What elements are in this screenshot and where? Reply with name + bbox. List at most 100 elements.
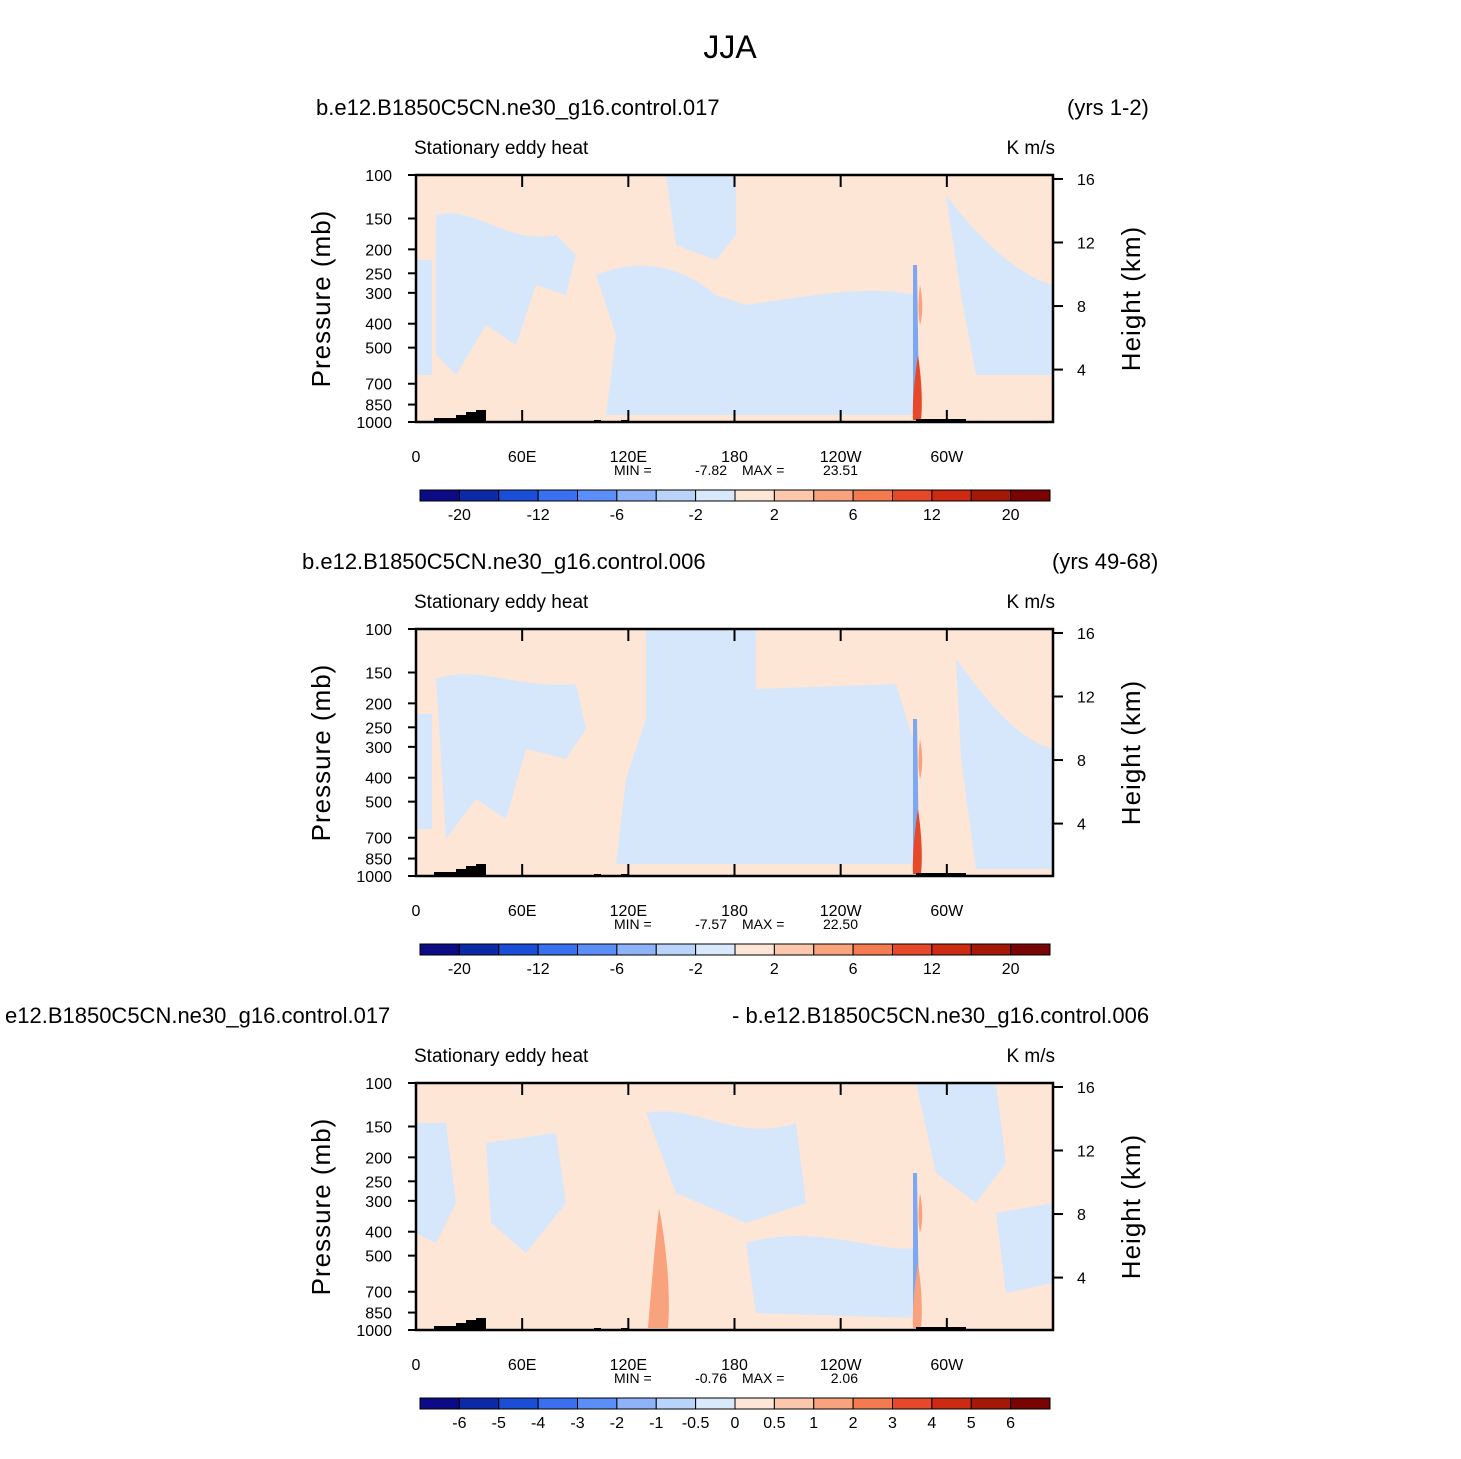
colorbar-box — [537, 489, 578, 502]
x-tick-label: 120E — [610, 903, 647, 920]
colorbar-label: 2 — [770, 961, 779, 978]
colorbar-box — [577, 489, 618, 502]
colorbar-box — [852, 1397, 893, 1410]
y-tick-label: 500 — [365, 341, 392, 358]
y-axis-label: Pressure (mb) — [306, 210, 336, 388]
colorbar-label: -2 — [689, 961, 703, 978]
contour-region — [912, 809, 922, 874]
contour-region — [646, 1111, 806, 1223]
y-tick-label: 150 — [365, 665, 392, 682]
y-tick-label: 400 — [365, 317, 392, 334]
colorbar-box — [931, 489, 972, 502]
colorbar-label: -6 — [452, 1415, 466, 1432]
subtitle-left: Stationary eddy heat — [414, 1046, 589, 1067]
colorbar-box — [498, 1397, 539, 1410]
colorbar-label: 6 — [849, 961, 858, 978]
y-axis-label: Pressure (mb) — [306, 664, 336, 842]
y-tick-label: 500 — [365, 1249, 392, 1266]
subtitle-left: Stationary eddy heat — [414, 138, 589, 159]
x-tick-label: 120W — [820, 1357, 863, 1374]
colorbar-box — [695, 489, 736, 502]
panel-title-left: e12.B1850C5CN.ne30_g16.control.017 — [5, 1003, 390, 1028]
colorbar-box — [419, 943, 460, 956]
colorbar-box — [616, 943, 657, 956]
min-label: MIN = — [614, 462, 652, 478]
y2-tick-label: 16 — [1077, 626, 1095, 643]
y-tick-label: 700 — [365, 377, 392, 394]
y-tick-label: 500 — [365, 795, 392, 812]
colorbar-label: -5 — [492, 1415, 506, 1432]
panel-title-left: b.e12.B1850C5CN.ne30_g16.control.017 — [316, 95, 720, 120]
colorbar-box — [813, 943, 854, 956]
y-tick-label: 100 — [365, 1076, 392, 1093]
y2-axis-label: Height (km) — [1116, 680, 1146, 825]
y2-axis-label: Height (km) — [1116, 226, 1146, 371]
y-tick-label: 250 — [365, 720, 392, 737]
panel-title-left: b.e12.B1850C5CN.ne30_g16.control.006 — [302, 549, 706, 574]
panel-title-right: (yrs 1-2) — [1067, 95, 1149, 120]
colorbar-label: -20 — [448, 507, 471, 524]
max-label: MAX = — [742, 462, 784, 478]
x-tick-label: 0 — [412, 903, 421, 920]
colorbar-box — [773, 1397, 815, 1410]
max-label: MAX = — [742, 916, 784, 932]
y-tick-label: 400 — [365, 1225, 392, 1242]
colorbar-label: -4 — [531, 1415, 545, 1432]
y-tick-label: 1000 — [356, 1323, 392, 1340]
subtitle-right: K m/s — [1006, 138, 1055, 159]
colorbar-box — [970, 943, 1012, 956]
max-label: MAX = — [742, 1370, 784, 1386]
panel: e12.B1850C5CN.ne30_g16.control.017 - b.e1… — [5, 1003, 1149, 1432]
colorbar-box — [892, 489, 933, 502]
contour-region — [648, 1208, 669, 1328]
y2-tick-label: 4 — [1077, 1271, 1086, 1288]
colorbar-box — [734, 489, 775, 502]
y2-tick-label: 12 — [1077, 690, 1095, 707]
x-tick-label: 120E — [610, 1357, 647, 1374]
x-tick-label: 120E — [610, 449, 647, 466]
colorbar-box — [773, 489, 815, 502]
colorbar-box — [655, 943, 697, 956]
y-tick-label: 300 — [365, 740, 392, 757]
colorbar-label: -6 — [610, 961, 624, 978]
colorbar-label: -1 — [649, 1415, 663, 1432]
colorbar-box — [616, 489, 657, 502]
y-tick-label: 100 — [365, 622, 392, 639]
colorbar-box — [970, 489, 1012, 502]
colorbar-box — [419, 1397, 460, 1410]
x-tick-label: 60W — [930, 449, 964, 466]
colorbar-label: -0.5 — [682, 1415, 710, 1432]
colorbar-box — [655, 489, 697, 502]
colorbar-box — [813, 489, 854, 502]
colorbar-box — [498, 943, 539, 956]
colorbar-box — [734, 1397, 775, 1410]
y-tick-label: 850 — [365, 398, 392, 415]
contour-region — [912, 1263, 922, 1328]
y-tick-label: 1000 — [356, 415, 392, 432]
y-tick-label: 300 — [365, 286, 392, 303]
y-tick-label: 1000 — [356, 869, 392, 886]
panel-title-right: (yrs 49-68) — [1052, 549, 1158, 574]
y-tick-label: 700 — [365, 831, 392, 848]
colorbar-box — [1010, 489, 1051, 502]
contour-fill — [416, 175, 1053, 422]
colorbar-box — [458, 1397, 500, 1410]
subtitle-right: K m/s — [1006, 1046, 1055, 1067]
y2-tick-label: 16 — [1077, 172, 1095, 189]
colorbar-box — [931, 1397, 972, 1410]
y-tick-label: 850 — [365, 1306, 392, 1323]
x-tick-label: 60E — [508, 449, 536, 466]
min-value: -0.76 — [695, 1370, 727, 1386]
panel: b.e12.B1850C5CN.ne30_g16.control.017 (yrs… — [306, 95, 1149, 524]
y-tick-label: 200 — [365, 696, 392, 713]
subtitle-left: Stationary eddy heat — [414, 592, 589, 613]
colorbar-box — [892, 1397, 933, 1410]
contour-region — [436, 213, 576, 375]
colorbar-box — [695, 1397, 736, 1410]
x-tick-label: 60W — [930, 1357, 964, 1374]
y-tick-label: 300 — [365, 1194, 392, 1211]
colorbar-box — [655, 1397, 697, 1410]
y2-axis-label: Height (km) — [1116, 1134, 1146, 1279]
contour-region — [996, 1203, 1053, 1293]
